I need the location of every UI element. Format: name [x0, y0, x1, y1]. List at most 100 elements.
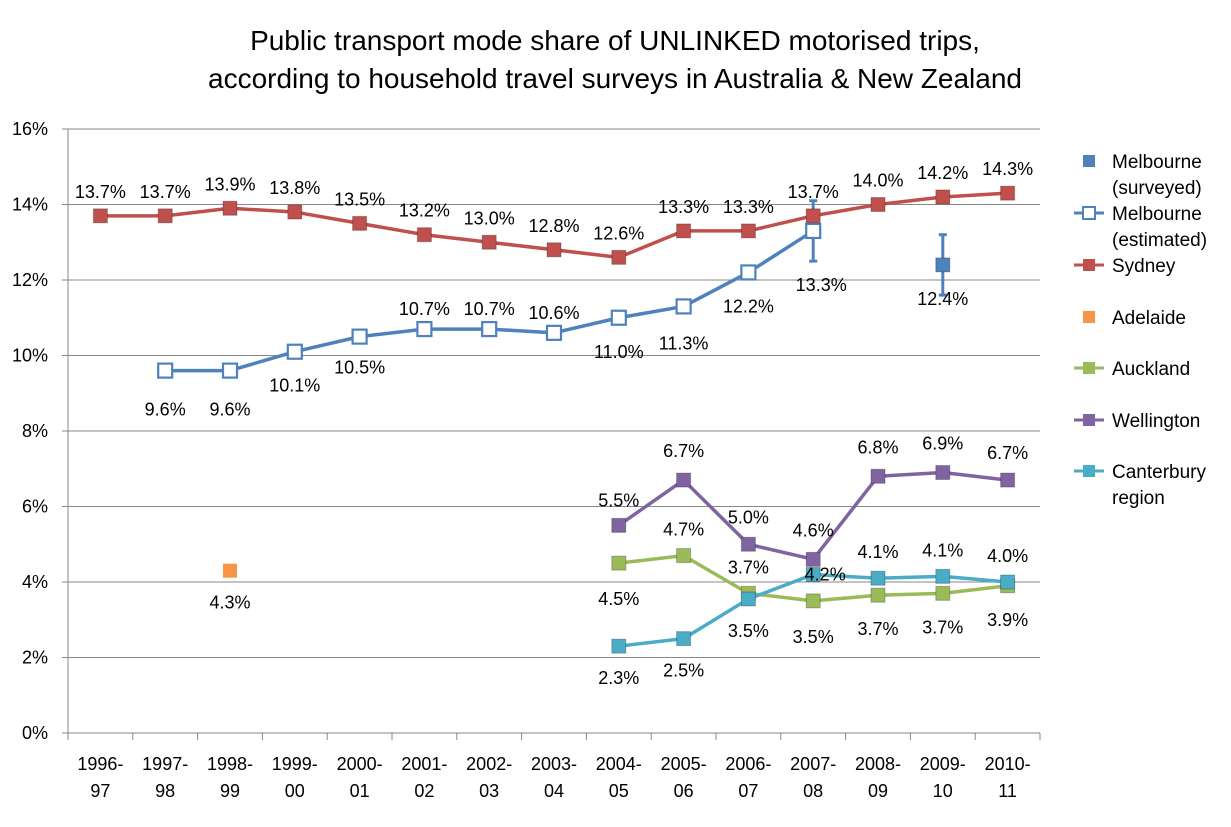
legend-label: Wellington — [1112, 411, 1200, 432]
data-label: 4.2% — [805, 564, 846, 584]
data-point — [870, 468, 886, 484]
data-label: 10.6% — [528, 303, 579, 323]
legend-item: Adelaide — [1083, 308, 1186, 329]
chart-title-line: according to household travel surveys in… — [208, 63, 1022, 94]
data-point — [676, 472, 692, 488]
data-label: 6.7% — [663, 441, 704, 461]
data-label: 5.0% — [728, 507, 769, 527]
y-tick-label: 0% — [22, 723, 48, 743]
data-label: 12.6% — [593, 223, 644, 243]
series-auckland — [611, 548, 1016, 609]
data-label: 13.3% — [796, 275, 847, 295]
legend-label: Adelaide — [1112, 308, 1186, 329]
data-point — [157, 208, 173, 224]
data-label: 2.3% — [598, 668, 639, 688]
x-tick-label: 08 — [803, 781, 823, 801]
data-label: 6.9% — [922, 434, 963, 454]
data-point — [416, 227, 432, 243]
data-point — [1000, 185, 1016, 201]
data-point — [1000, 574, 1016, 590]
x-tick-label: 05 — [609, 781, 629, 801]
legend-marker — [1083, 155, 1095, 167]
x-tick-label: 03 — [479, 781, 499, 801]
chart-title-line: Public transport mode share of UNLINKED … — [250, 25, 980, 56]
data-label: 3.5% — [793, 627, 834, 647]
data-label: 13.9% — [204, 174, 255, 194]
data-label: 11.3% — [659, 333, 709, 353]
data-point — [805, 208, 821, 224]
data-label: 5.5% — [598, 490, 639, 510]
legend-marker — [1083, 259, 1095, 271]
series — [92, 185, 1016, 654]
data-point — [416, 320, 433, 338]
legend-marker — [1083, 362, 1095, 374]
data-point — [287, 204, 303, 220]
y-tick-label: 4% — [22, 572, 48, 592]
data-label: 13.8% — [269, 178, 320, 198]
legend-label: Melbourne — [1112, 152, 1202, 173]
data-label: 13.3% — [723, 197, 774, 217]
legend-label: Auckland — [1112, 359, 1190, 380]
y-tick-label: 16% — [12, 119, 48, 139]
x-tick-label: 06 — [674, 781, 694, 801]
data-label: 10.7% — [464, 299, 515, 319]
legend-label: Melbourne — [1112, 204, 1202, 225]
data-label: 3.9% — [987, 610, 1028, 630]
y-tick-label: 14% — [12, 195, 48, 215]
y-tick-label: 8% — [22, 421, 48, 441]
legend-label: (surveyed) — [1112, 178, 1202, 199]
data-point — [740, 536, 756, 552]
data-point — [223, 563, 237, 578]
x-tick-label: 1999- — [272, 754, 318, 774]
x-tick-label: 2003- — [531, 754, 577, 774]
data-label: 4.1% — [857, 542, 898, 562]
x-tick-label: 10 — [933, 781, 953, 801]
data-point — [935, 257, 951, 273]
data-label: 10.5% — [334, 358, 385, 378]
x-tick-label: 2008- — [855, 754, 901, 774]
x-tick-label: 09 — [868, 781, 888, 801]
x-tick-label: 1996- — [77, 754, 123, 774]
x-tick-label: 1998- — [207, 754, 253, 774]
x-tick-label: 01 — [350, 781, 370, 801]
data-label: 9.6% — [145, 400, 186, 420]
data-label: 13.7% — [788, 182, 839, 202]
data-labels: 9.6% 9.6% 10.1% 10.5% 13.3% 12.4% 10.7% 10.7% 10… — [75, 159, 1033, 688]
data-label: 10.1% — [269, 376, 320, 396]
legend-item: Canterbury region — [1074, 462, 1206, 509]
legend-marker — [1082, 206, 1096, 220]
legend-marker — [1083, 311, 1095, 323]
data-label: 6.8% — [857, 437, 898, 457]
data-point — [935, 568, 951, 584]
legend-label: Canterbury — [1112, 462, 1206, 483]
data-label: 4.6% — [793, 520, 834, 540]
x-tick-label: 2010- — [985, 754, 1031, 774]
data-label: 13.7% — [140, 182, 191, 202]
series-sydney — [92, 185, 1016, 265]
data-point — [675, 298, 692, 315]
data-point — [805, 222, 822, 240]
data-point — [351, 328, 368, 345]
x-tick-label: 04 — [544, 781, 564, 801]
x-tick-label: 1997- — [142, 754, 188, 774]
legend-item: Melbourne (surveyed) — [1083, 152, 1202, 199]
data-label: 4.1% — [922, 540, 963, 560]
data-point — [870, 197, 886, 212]
data-point — [481, 234, 497, 250]
x-tick-label: 2000- — [337, 754, 383, 774]
data-point — [1000, 472, 1016, 488]
x-tick-label: 99 — [220, 781, 240, 801]
axes: 0% 2% 4% 6% 8% 10% 12% 14% 16% 1996- 97 1997- 98 1998… — [12, 119, 1041, 801]
legend-item: Auckland — [1074, 359, 1190, 380]
data-label: 3.7% — [922, 617, 963, 637]
series-melbourne-estimated- — [157, 222, 822, 379]
data-label: 3.7% — [857, 619, 898, 639]
data-point — [805, 566, 821, 582]
data-label: 13.2% — [399, 201, 450, 221]
data-point — [676, 631, 692, 647]
y-tick-label: 12% — [12, 270, 48, 290]
data-label: 13.0% — [464, 208, 515, 228]
y-tick-label: 6% — [22, 497, 48, 517]
data-point — [545, 324, 563, 341]
data-label: 3.7% — [728, 557, 769, 577]
